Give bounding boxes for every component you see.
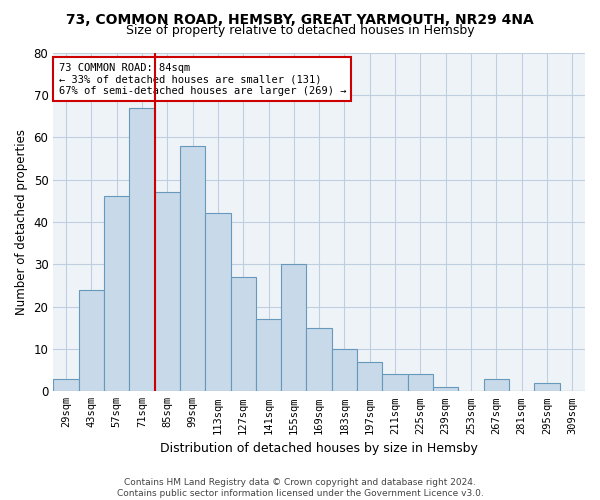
X-axis label: Distribution of detached houses by size in Hemsby: Distribution of detached houses by size … <box>160 442 478 455</box>
Bar <box>484 378 509 392</box>
Text: 73 COMMON ROAD: 84sqm
← 33% of detached houses are smaller (131)
67% of semi-det: 73 COMMON ROAD: 84sqm ← 33% of detached … <box>59 62 346 96</box>
Bar <box>205 214 230 392</box>
Bar <box>155 192 180 392</box>
Bar <box>332 349 357 392</box>
Bar <box>129 108 155 392</box>
Bar <box>104 196 129 392</box>
Bar <box>357 362 382 392</box>
Bar <box>79 290 104 392</box>
Bar <box>382 374 408 392</box>
Text: Size of property relative to detached houses in Hemsby: Size of property relative to detached ho… <box>125 24 475 37</box>
Bar <box>256 320 281 392</box>
Bar <box>307 328 332 392</box>
Bar <box>53 378 79 392</box>
Bar <box>433 387 458 392</box>
Bar <box>408 374 433 392</box>
Bar <box>281 264 307 392</box>
Text: Contains HM Land Registry data © Crown copyright and database right 2024.
Contai: Contains HM Land Registry data © Crown c… <box>116 478 484 498</box>
Bar <box>535 383 560 392</box>
Text: 73, COMMON ROAD, HEMSBY, GREAT YARMOUTH, NR29 4NA: 73, COMMON ROAD, HEMSBY, GREAT YARMOUTH,… <box>66 12 534 26</box>
Y-axis label: Number of detached properties: Number of detached properties <box>15 129 28 315</box>
Bar <box>230 277 256 392</box>
Bar <box>180 146 205 392</box>
